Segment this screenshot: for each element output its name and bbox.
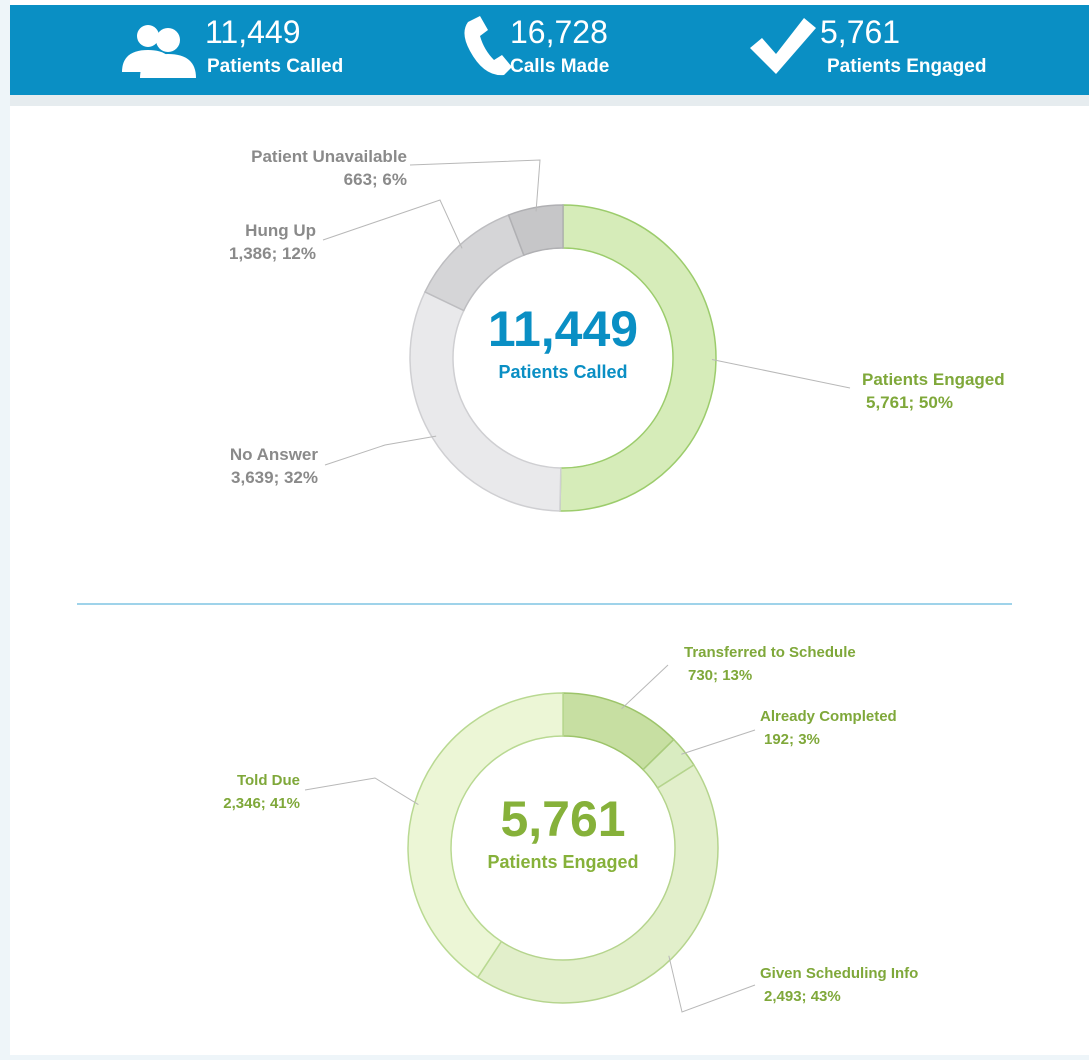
- donut-segment: [407, 692, 564, 979]
- check-icon: [750, 18, 816, 74]
- segment-value-label: 5,761; 50%: [866, 393, 953, 412]
- donut-hole: [454, 249, 672, 467]
- donut-segment: [507, 204, 564, 257]
- leader-line: [621, 664, 669, 710]
- stat-label: Patients Engaged: [827, 56, 986, 77]
- stat-number: 16,728: [510, 14, 608, 50]
- stat-label: Patients Called: [207, 56, 343, 77]
- segment-value-label: 3,639; 32%: [231, 468, 318, 487]
- stat-number: 11,449: [205, 14, 301, 50]
- segment-label: Given Scheduling Info: [760, 965, 918, 982]
- donut-segment: [476, 763, 719, 1004]
- segment-label: Patient Unavailable: [251, 147, 407, 166]
- header-shadow: [10, 92, 1089, 106]
- people-icon: [122, 25, 196, 78]
- center-number: 11,449: [488, 301, 638, 357]
- segment-value-label: 192; 3%: [764, 731, 820, 748]
- segment-value-label: 2,346; 41%: [223, 795, 300, 812]
- center-number: 5,761: [500, 791, 625, 847]
- leader-line: [409, 159, 541, 212]
- segment-label: No Answer: [230, 445, 319, 464]
- stat-number: 5,761: [820, 14, 900, 50]
- leader-line: [322, 199, 463, 249]
- center-caption: Patients Called: [498, 362, 627, 382]
- leader-line: [304, 777, 419, 806]
- stat-label: Calls Made: [510, 56, 609, 77]
- header-bar: [10, 5, 1089, 95]
- segment-label: Hung Up: [245, 221, 316, 240]
- segment-label: Transferred to Schedule: [684, 644, 856, 661]
- segment-label: Already Completed: [760, 708, 897, 725]
- segment-label: Patients Engaged: [862, 370, 1005, 389]
- leader-line: [324, 435, 437, 466]
- center-caption: Patients Engaged: [487, 852, 638, 872]
- donut-hole: [452, 737, 674, 959]
- leader-line: [711, 359, 851, 389]
- donut-segment: [559, 204, 717, 512]
- segment-value-label: 663; 6%: [344, 170, 407, 189]
- segment-value-label: 1,386; 12%: [229, 244, 316, 263]
- leader-line: [668, 955, 756, 1013]
- segment-value-label: 730; 13%: [688, 667, 752, 684]
- leader-line: [681, 729, 756, 755]
- segment-label: Told Due: [237, 772, 300, 789]
- phone-icon: [464, 16, 512, 76]
- segment-value-label: 2,493; 43%: [764, 988, 841, 1005]
